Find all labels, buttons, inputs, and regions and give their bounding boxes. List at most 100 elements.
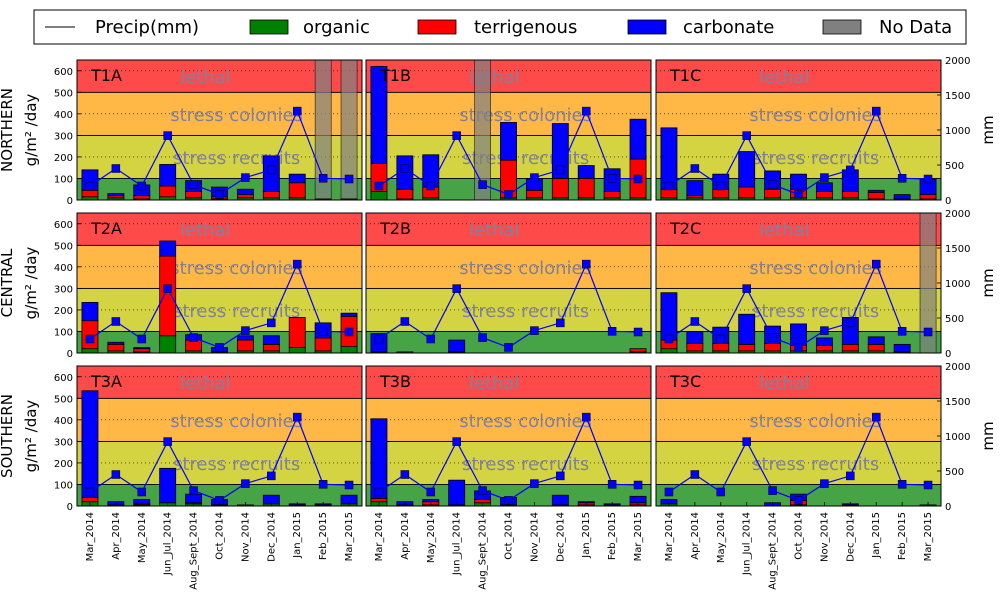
zone-label: lethal — [759, 67, 810, 88]
zone-label: lethal — [759, 220, 810, 241]
precip-point — [633, 327, 643, 337]
precip-point — [344, 480, 354, 490]
precip-point — [923, 480, 933, 490]
panel-t2a: stress recruits stress colonies lethal T2A 0… — [54, 212, 363, 360]
carbonate-bar — [790, 323, 807, 346]
carbonate-bar — [629, 495, 647, 504]
zone-label: stress colonies — [170, 105, 303, 126]
precip-point — [426, 181, 436, 191]
precip-point — [530, 326, 539, 335]
zone-label: stress recruits — [462, 454, 589, 475]
terrigenous-bar — [815, 345, 833, 352]
x-tick-label: Jun_Jul_2014 — [163, 512, 174, 576]
terrigenous-bar — [738, 186, 756, 199]
zone-label: stress recruits — [173, 301, 300, 322]
y-tick-label: 200 — [54, 306, 73, 317]
carbonate-bar — [185, 493, 203, 504]
precip-point — [716, 181, 726, 191]
organic-bar — [288, 347, 306, 354]
organic-bar — [81, 348, 99, 354]
terrigenous-bar — [867, 343, 885, 352]
y-axis-label-right: mm — [979, 421, 997, 450]
panel-label: T2A — [90, 219, 122, 238]
precip-point — [241, 173, 250, 182]
zone-band — [365, 244, 652, 289]
carbonate-bar — [236, 335, 254, 341]
precip-point — [85, 487, 95, 497]
terrigenous-bar — [919, 194, 937, 200]
precip-point — [374, 181, 384, 191]
y-tick-label: 500 — [54, 394, 73, 405]
terrigenous-bar — [288, 182, 306, 199]
x-tick-label: Dec_2014 — [845, 512, 856, 562]
precip-point — [111, 164, 121, 173]
precip-point — [318, 480, 328, 489]
zone-label: stress colonies — [459, 105, 592, 126]
y-axis-label-right: mm — [979, 268, 997, 297]
y-tick-label-right: 1000 — [945, 126, 970, 137]
panel-label: T3A — [90, 372, 122, 391]
legend-frame — [33, 9, 967, 45]
precip-point — [163, 284, 172, 293]
terrigenous-bar — [159, 185, 177, 198]
terrigenous-bar — [133, 195, 151, 200]
zone-label: stress recruits — [752, 148, 879, 169]
y-tick-label-right: 0 — [945, 196, 951, 207]
zone-band — [365, 365, 652, 399]
precip-point — [820, 173, 829, 182]
carbonate-bar — [159, 240, 177, 257]
terrigenous-bar — [841, 343, 859, 352]
y-tick-label: 500 — [54, 88, 73, 99]
precip-point — [504, 190, 513, 199]
carbonate-bar — [159, 467, 177, 504]
panel-label: T1C — [669, 66, 701, 85]
precip-point — [163, 437, 172, 446]
y-tick-label: 100 — [54, 327, 73, 338]
carbonate-bar — [448, 339, 466, 353]
x-tick-label: Feb_2015 — [897, 512, 908, 560]
carbonate-bar — [867, 189, 885, 193]
x-tick-label: Nov_2014 — [529, 512, 540, 562]
y-axis-label-right: mm — [979, 115, 997, 144]
carbonate-bar — [107, 193, 125, 197]
carbonate-bar — [500, 122, 517, 161]
precip-point — [820, 479, 829, 488]
precip-point — [871, 412, 881, 422]
terrigenous-bar — [314, 337, 332, 352]
precip-point — [768, 486, 777, 495]
terrigenous-bar — [107, 343, 125, 352]
y-tick-label-right: 1000 — [945, 279, 970, 290]
precip-point — [664, 334, 674, 344]
terrigenous-bar — [660, 188, 678, 199]
carbonate-bar — [660, 127, 678, 190]
panel-label: T1B — [379, 66, 411, 85]
precip-point — [374, 334, 384, 344]
precip-point — [556, 165, 565, 175]
organic-bar — [370, 190, 388, 201]
carbonate-bar — [738, 151, 756, 188]
row-label-central: CENTRAL — [0, 248, 16, 317]
y-tick-label-right: 0 — [945, 502, 951, 513]
y-tick-label: 400 — [54, 416, 73, 427]
precip-point — [163, 131, 172, 140]
zone-label: stress recruits — [462, 301, 589, 322]
y-tick-label: 600 — [54, 67, 73, 78]
y-tick-label: 300 — [54, 437, 73, 448]
carbonate-bar — [686, 331, 704, 344]
panel-t3c: stress recruits stress colonies lethal T3C 0… — [655, 362, 970, 590]
zone-label: lethal — [759, 373, 810, 394]
zone-label: stress colonies — [170, 411, 303, 432]
precip-point — [344, 174, 354, 184]
precip-point — [137, 181, 147, 191]
x-tick-label: Apr_2014 — [111, 512, 122, 560]
precip-point — [478, 486, 487, 495]
x-tick-label: Mar_2015 — [923, 512, 934, 561]
y-axis-label: g/m² /day — [22, 94, 40, 167]
precip-point — [607, 174, 617, 183]
terrigenous-bar — [133, 348, 151, 353]
y-axis-label: g/m² /day — [22, 247, 40, 320]
zone-label: stress colonies — [170, 258, 303, 279]
precip-point — [690, 470, 700, 479]
organic-bar — [660, 348, 678, 354]
x-tick-label: Feb_2015 — [318, 512, 329, 560]
